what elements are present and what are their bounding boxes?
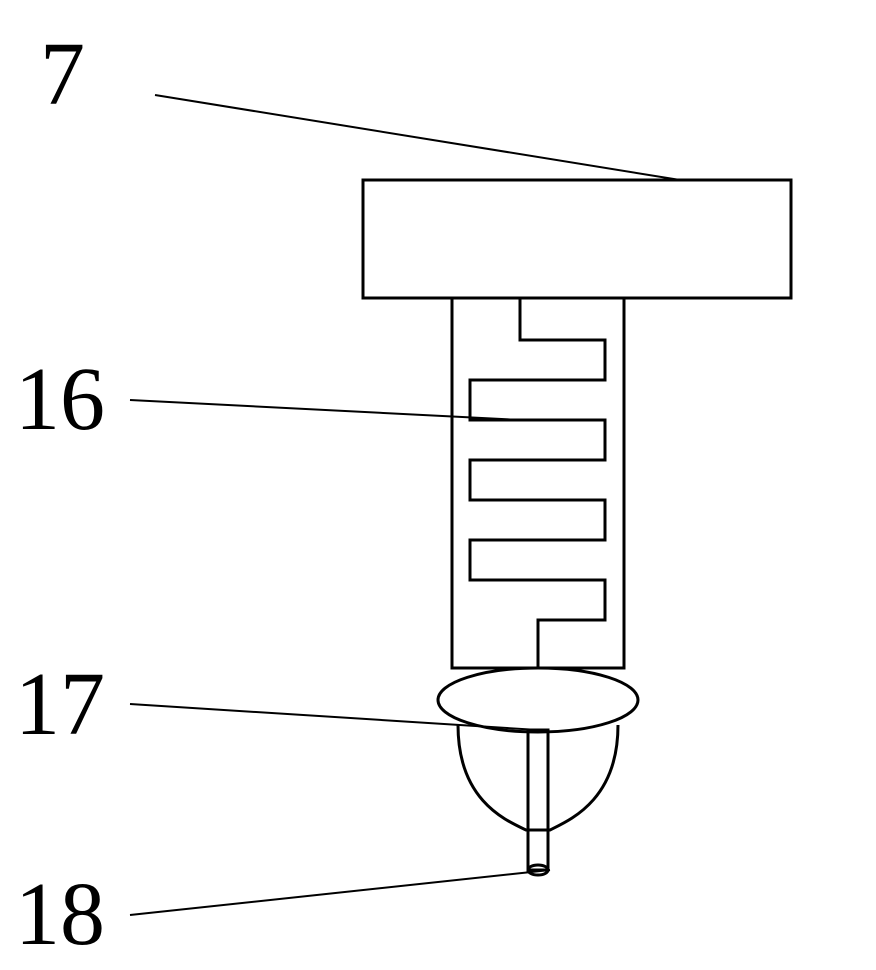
- leader-16: [130, 400, 520, 420]
- tip-bell: [458, 725, 618, 830]
- leader-17: [130, 704, 538, 730]
- label-16: 16: [15, 355, 105, 445]
- label-18: 18: [15, 870, 105, 960]
- tip-flange: [438, 668, 638, 732]
- label-7: 7: [40, 30, 85, 120]
- label-17: 17: [15, 660, 105, 750]
- leader-7: [155, 95, 680, 180]
- leader-18: [130, 870, 550, 915]
- body-block: [452, 298, 624, 668]
- diagram-canvas: 7 16 17 18: [0, 0, 876, 970]
- needle: [528, 730, 548, 870]
- top-block: [363, 180, 791, 298]
- diagram-svg: [0, 0, 876, 970]
- heater-coil: [470, 298, 605, 668]
